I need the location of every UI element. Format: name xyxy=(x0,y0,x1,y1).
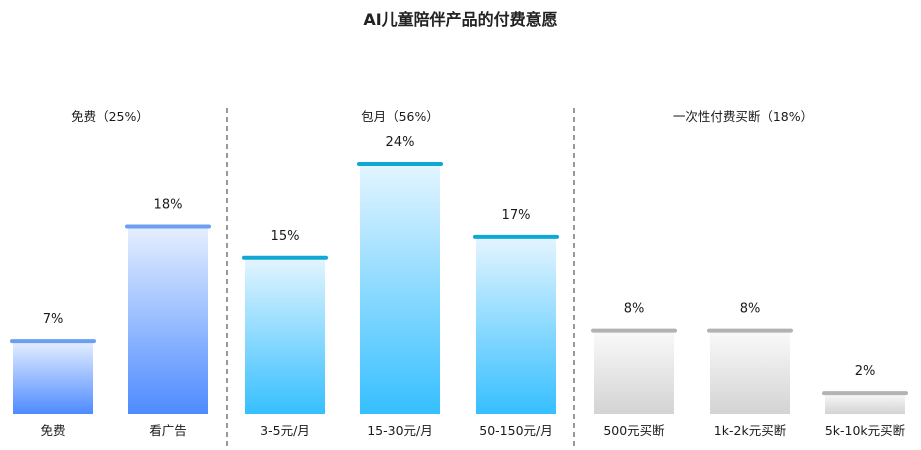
bar xyxy=(594,330,674,414)
bar xyxy=(825,393,905,414)
category-label: 500元买断 xyxy=(603,423,664,438)
data-label: 18% xyxy=(154,198,183,213)
data-label: 24% xyxy=(386,135,415,150)
group-label: 免费（25%） xyxy=(71,109,149,124)
bar xyxy=(245,257,325,414)
data-label: 7% xyxy=(43,312,64,327)
category-label: 1k-2k元买断 xyxy=(714,423,786,438)
data-label: 2% xyxy=(855,364,876,379)
bar xyxy=(710,330,790,414)
data-label: 15% xyxy=(271,229,300,244)
data-label: 17% xyxy=(502,208,531,223)
bar xyxy=(476,236,556,414)
category-label: 免费 xyxy=(40,423,65,438)
category-label: 看广告 xyxy=(149,423,187,438)
group-label: 一次性付费买断（18%） xyxy=(673,109,813,124)
data-label: 8% xyxy=(740,302,761,317)
data-label: 8% xyxy=(624,302,645,317)
category-label: 5k-10k元买断 xyxy=(825,423,905,438)
bar xyxy=(13,341,93,414)
category-label: 3-5元/月 xyxy=(260,423,310,438)
category-label: 15-30元/月 xyxy=(367,423,433,438)
bar xyxy=(128,226,208,414)
category-label: 50-150元/月 xyxy=(479,423,553,438)
group-label: 包月（56%） xyxy=(361,109,439,124)
bar xyxy=(360,164,440,414)
chart-title: AI儿童陪伴产品的付费意愿 xyxy=(363,10,558,29)
